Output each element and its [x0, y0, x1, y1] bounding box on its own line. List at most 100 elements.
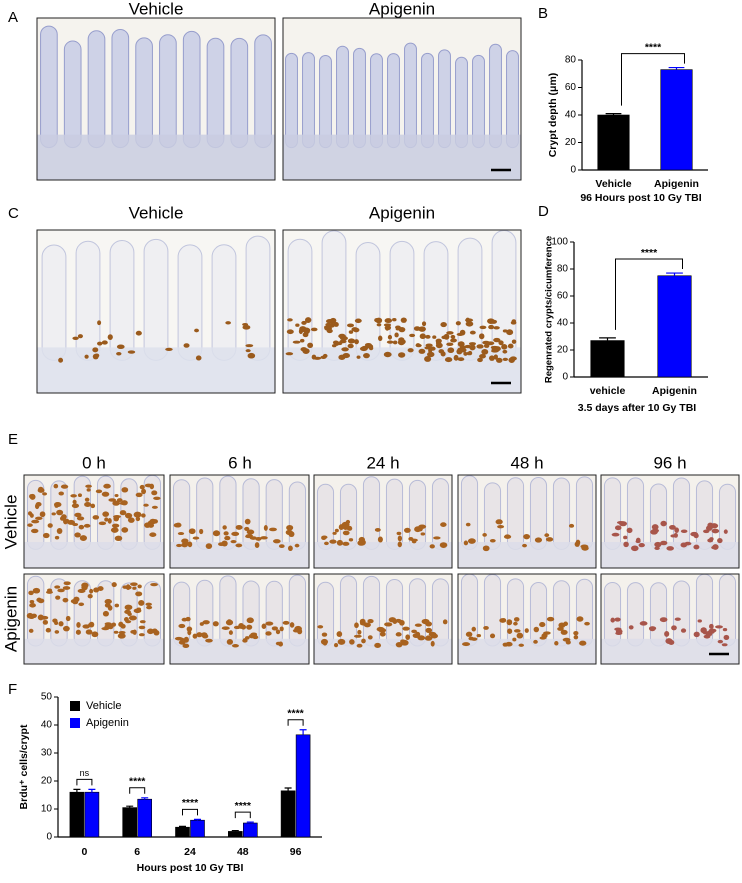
villus [355, 242, 381, 361]
stained-nucleus [29, 493, 36, 500]
y-tick-label: 80 [557, 264, 569, 275]
stained-nucleus [361, 638, 366, 644]
stained-nucleus [418, 326, 426, 332]
villus [438, 49, 451, 149]
stained-nucleus [107, 605, 113, 611]
stained-nucleus [73, 596, 80, 603]
bar [590, 340, 625, 378]
villus [172, 581, 191, 647]
villus [63, 40, 82, 149]
legend-label: Vehicle [86, 700, 121, 712]
stained-nucleus [97, 320, 102, 326]
stained-nucleus [465, 321, 474, 327]
y-axis-label: Brdu⁺ cells/crypt [18, 724, 30, 809]
bar [228, 831, 243, 838]
stained-nucleus [482, 533, 487, 537]
villus [362, 476, 381, 550]
villus [206, 37, 225, 149]
villus [506, 50, 519, 149]
stained-nucleus [194, 328, 199, 333]
stained-nucleus [242, 324, 251, 330]
stained-nucleus [200, 632, 208, 638]
stained-nucleus [411, 539, 417, 544]
x-tick-label: Apigenin [652, 385, 697, 397]
stained-nucleus [58, 357, 64, 363]
stained-nucleus [32, 587, 41, 594]
stained-nucleus [544, 533, 550, 538]
stained-nucleus [469, 344, 476, 351]
panel-label: C [8, 205, 19, 222]
x-axis-label: 96 Hours post 10 Gy TBI [580, 192, 701, 204]
stained-nucleus [469, 330, 476, 335]
stained-nucleus [626, 527, 633, 534]
stained-nucleus [654, 541, 662, 548]
stained-nucleus [488, 355, 495, 361]
stained-nucleus [490, 319, 498, 324]
stained-nucleus [301, 320, 307, 325]
stained-nucleus [177, 532, 185, 536]
stained-nucleus [628, 625, 634, 630]
bar [84, 791, 100, 838]
stained-nucleus [374, 642, 382, 648]
stained-nucleus [125, 584, 131, 590]
image-border [23, 573, 165, 665]
image-border [600, 474, 740, 569]
row-title: Vehicle [1, 495, 20, 550]
stained-nucleus [533, 639, 538, 644]
stained-nucleus [424, 356, 432, 362]
stained-nucleus [230, 540, 237, 544]
image-border [600, 573, 740, 665]
stained-nucleus [347, 323, 355, 328]
stained-nucleus [717, 639, 724, 644]
villus [672, 580, 691, 647]
villus [111, 29, 130, 149]
stained-nucleus [539, 636, 547, 640]
submucosa [314, 541, 452, 568]
stained-nucleus [495, 519, 503, 525]
stained-nucleus [121, 527, 129, 533]
villus [211, 244, 237, 361]
stained-nucleus [92, 515, 100, 520]
stained-nucleus [611, 532, 620, 537]
stained-nucleus [503, 534, 512, 539]
stained-nucleus [395, 632, 402, 637]
stained-nucleus [205, 638, 213, 643]
x-tick-label: 24 [184, 846, 196, 858]
stained-nucleus [674, 527, 680, 533]
stained-nucleus [278, 544, 285, 548]
stained-nucleus [342, 541, 350, 546]
y-tick-label: 0 [570, 165, 576, 176]
stained-nucleus [58, 491, 64, 496]
stained-nucleus [468, 342, 476, 346]
stained-nucleus [246, 617, 254, 624]
x-axis-label: 3.5 days after 10 Gy TBI [578, 402, 697, 414]
stained-nucleus [649, 626, 656, 632]
image-title: Vehicle [129, 0, 184, 18]
submucosa [170, 638, 309, 664]
stained-nucleus [165, 347, 173, 351]
stained-nucleus [87, 594, 93, 599]
panel-label: A [8, 9, 18, 26]
stained-nucleus [722, 628, 728, 632]
stained-nucleus [476, 634, 482, 638]
stained-nucleus [101, 627, 110, 631]
stained-nucleus [192, 536, 200, 540]
stained-nucleus [199, 622, 204, 626]
stained-nucleus [35, 516, 43, 521]
stained-nucleus [392, 340, 398, 345]
villus [285, 52, 298, 149]
y-tick-label: 50 [41, 692, 53, 703]
stained-nucleus [428, 631, 437, 637]
stained-nucleus [104, 517, 109, 522]
stained-nucleus [325, 322, 332, 326]
error-bar [605, 113, 622, 115]
villus [230, 37, 249, 149]
stained-nucleus [151, 505, 158, 509]
x-tick-label: 6 [134, 846, 140, 858]
stained-nucleus [85, 484, 92, 488]
bar [137, 798, 152, 838]
stained-nucleus [28, 614, 35, 620]
stained-nucleus [91, 631, 99, 638]
bar [660, 69, 693, 171]
